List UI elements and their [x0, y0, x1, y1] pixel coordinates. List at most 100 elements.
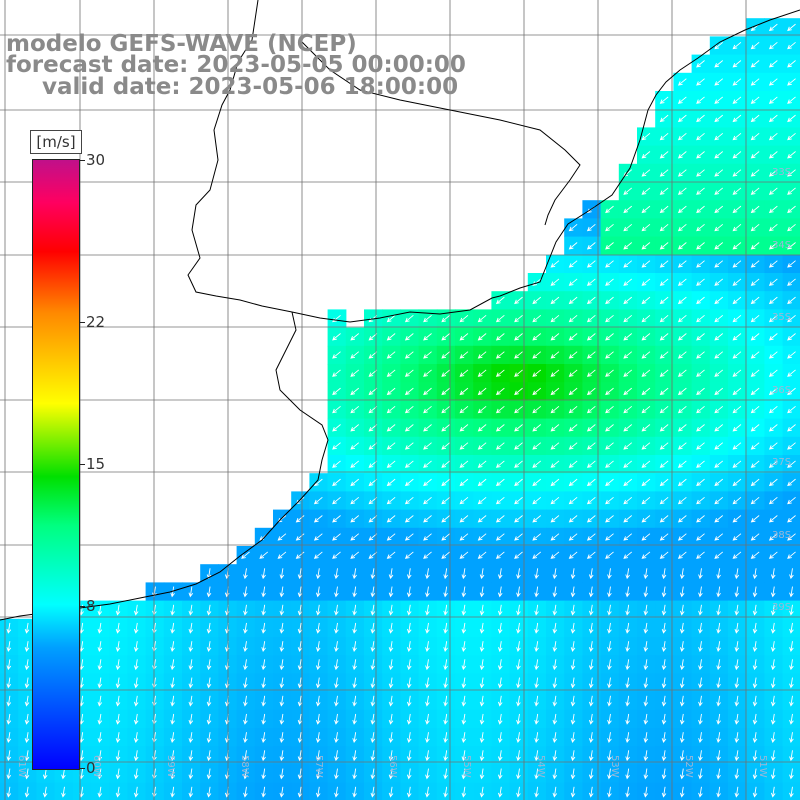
coastline-north	[299, 39, 581, 226]
wind-arrow	[170, 677, 175, 689]
wind-arrow	[386, 424, 396, 432]
wind-arrow	[770, 659, 776, 671]
wind-arrow	[605, 442, 614, 450]
coastline-south	[0, 311, 329, 621]
wind-arrow	[787, 132, 796, 141]
wind-arrow	[425, 768, 430, 780]
wind-arrow	[714, 60, 724, 68]
wind-arrow	[716, 604, 721, 616]
wind-arrow	[516, 695, 521, 707]
wind-arrow	[787, 151, 796, 159]
wind-arrow	[696, 78, 705, 86]
wind-arrow	[97, 641, 103, 652]
wind-arrow	[623, 296, 633, 305]
wind-arrow	[24, 750, 30, 762]
wind-arrow	[497, 732, 503, 743]
wind-arrow	[789, 622, 794, 634]
wind-arrow	[789, 677, 794, 689]
wind-arrow	[641, 296, 651, 305]
wind-arrow	[532, 387, 542, 396]
wind-arrow	[532, 278, 542, 286]
wind-arrow	[6, 768, 12, 780]
wind-arrow	[734, 604, 740, 616]
wind-arrow	[133, 768, 139, 780]
wind-arrow	[243, 768, 248, 780]
wind-arrow	[750, 78, 760, 86]
wind-arrow	[568, 496, 578, 505]
wind-arrow	[732, 187, 742, 195]
wind-arrow	[586, 442, 596, 450]
wind-arrow	[696, 132, 705, 141]
wind-arrow	[495, 351, 505, 359]
wind-arrow	[495, 496, 505, 505]
wind-arrow	[568, 478, 578, 487]
wind-arrow	[261, 622, 266, 634]
wind-arrow	[243, 659, 248, 671]
wind-arrow	[332, 551, 341, 559]
wind-arrow	[661, 786, 667, 798]
wind-arrow	[315, 659, 321, 671]
wind-arrow	[495, 460, 505, 468]
wind-arrow	[514, 478, 523, 487]
wind-arrow	[787, 296, 796, 305]
wind-arrow	[625, 713, 630, 725]
wind-arrow	[623, 442, 633, 450]
wind-arrow	[586, 314, 596, 323]
wind-arrow	[643, 622, 649, 634]
wind-arrow	[24, 768, 30, 780]
wind-arrow	[443, 659, 448, 671]
wind-arrow	[607, 732, 612, 743]
wind-arrow	[6, 622, 12, 634]
wind-arrow	[588, 622, 594, 634]
wind-arrow	[97, 695, 103, 707]
wind-arrow	[696, 351, 705, 359]
wind-arrow	[477, 405, 487, 414]
wind-arrow	[677, 533, 687, 541]
wind-arrow	[170, 786, 175, 798]
wind-arrow	[732, 205, 742, 214]
wind-arrow	[386, 515, 396, 523]
wind-arrow	[550, 460, 560, 468]
wind-arrow	[459, 333, 469, 341]
wind-arrow	[534, 622, 539, 634]
wind-arrow	[643, 604, 649, 616]
wind-arrow	[677, 169, 687, 177]
wind-arrow	[588, 768, 594, 780]
wind-arrow	[696, 369, 705, 377]
wind-arrow	[425, 659, 430, 671]
longitude-label: 58W	[239, 755, 250, 778]
wind-arrow	[6, 641, 12, 652]
wind-arrow	[406, 750, 412, 762]
wind-arrow	[516, 641, 521, 652]
wind-arrow	[677, 132, 687, 141]
longitude-label: 59W	[165, 755, 176, 778]
wind-arrow	[404, 405, 414, 414]
wind-arrow	[679, 586, 685, 598]
wind-arrow	[787, 205, 796, 214]
wind-arrow	[534, 604, 539, 616]
wind-arrow	[677, 515, 687, 523]
wind-arrow	[133, 750, 139, 762]
wind-arrow	[495, 424, 505, 432]
wind-arrow	[768, 41, 778, 50]
wind-arrow	[734, 786, 740, 798]
wind-arrow	[534, 786, 539, 798]
wind-arrow	[770, 586, 776, 598]
wind-arrow	[350, 369, 360, 377]
wind-arrow	[259, 551, 269, 559]
wind-arrow	[659, 460, 669, 468]
wind-arrow	[495, 478, 505, 487]
wind-arrow	[514, 387, 523, 396]
wind-arrow	[734, 586, 740, 598]
wind-arrow	[714, 96, 724, 104]
wind-arrow	[605, 223, 614, 232]
wind-arrow	[677, 151, 687, 159]
wind-arrow	[133, 695, 139, 707]
title-valid-date: valid date: 2023-05-06 18:00:00	[42, 74, 459, 100]
wind-arrow	[388, 677, 394, 689]
wind-arrow	[24, 622, 30, 634]
wind-arrow	[568, 551, 578, 559]
wind-arrow	[115, 604, 121, 616]
wind-arrow	[787, 515, 796, 523]
